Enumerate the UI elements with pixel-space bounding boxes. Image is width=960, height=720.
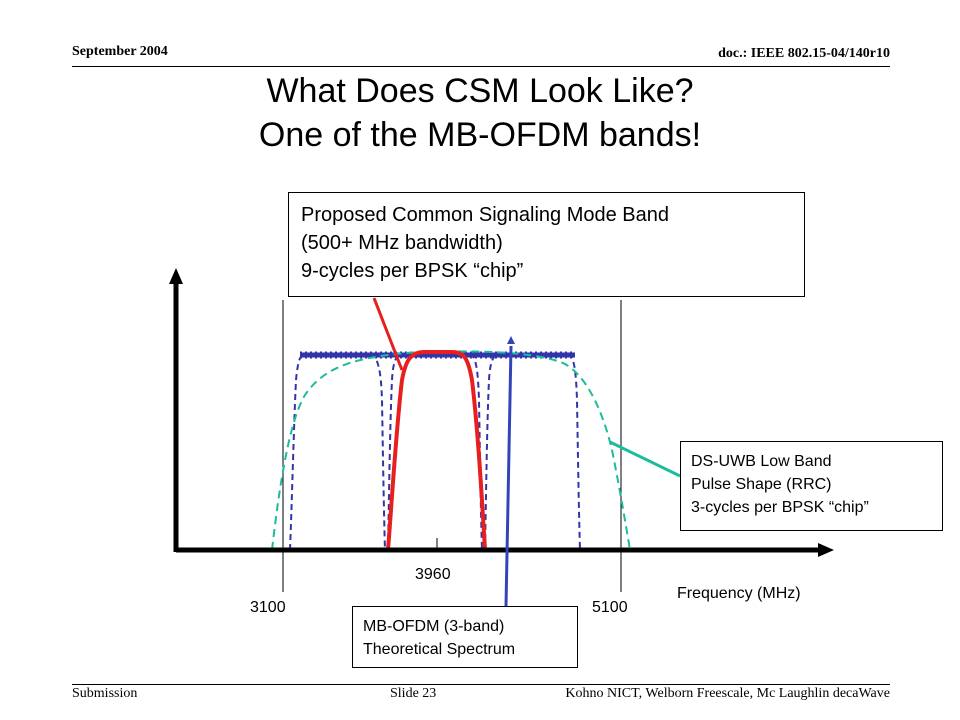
callout-mbofdm-spectrum: MB-OFDM (3-band) Theoretical Spectrum <box>352 606 578 668</box>
tick-label-5100: 5100 <box>592 599 628 617</box>
callout-proposed-line-3: 9-cycles per BPSK “chip” <box>301 257 792 285</box>
dsuwb-rrc-curve <box>272 351 630 550</box>
callout-proposed-csm-band: Proposed Common Signaling Mode Band (500… <box>288 192 805 297</box>
tick-label-3960: 3960 <box>415 566 451 584</box>
callout-dsuwb-line-2: Pulse Shape (RRC) <box>691 473 932 496</box>
callout-dsuwb-line-3: 3-cycles per BPSK “chip” <box>691 496 932 519</box>
csm-band-curve <box>388 352 485 550</box>
callout-mbofdm-line-1: MB-OFDM (3-band) <box>363 615 567 638</box>
mbofdm-band-1 <box>290 354 385 550</box>
callout-dsuwb-low-band: DS-UWB Low Band Pulse Shape (RRC) 3-cycl… <box>680 441 943 531</box>
footer-submission: Submission <box>72 686 137 702</box>
y-axis-arrow <box>169 268 183 284</box>
pointer-mbofdm-head <box>507 336 515 344</box>
callout-proposed-line-2: (500+ MHz bandwidth) <box>301 229 792 257</box>
callout-dsuwb-line-1: DS-UWB Low Band <box>691 450 932 473</box>
x-axis-label: Frequency (MHz) <box>677 585 801 603</box>
mbofdm-band-3 <box>485 354 580 550</box>
callout-proposed-line-1: Proposed Common Signaling Mode Band <box>301 201 792 229</box>
pointer-mbofdm <box>506 346 511 606</box>
footer-authors: Kohno NICT, Welborn Freescale, Mc Laughl… <box>565 686 890 702</box>
footer-slide-number: Slide 23 <box>390 686 436 702</box>
tick-label-3100: 3100 <box>250 599 286 617</box>
pointer-csm <box>374 298 402 370</box>
x-axis-arrow <box>818 543 834 557</box>
callout-mbofdm-line-2: Theoretical Spectrum <box>363 638 567 661</box>
footer-divider <box>72 684 890 685</box>
